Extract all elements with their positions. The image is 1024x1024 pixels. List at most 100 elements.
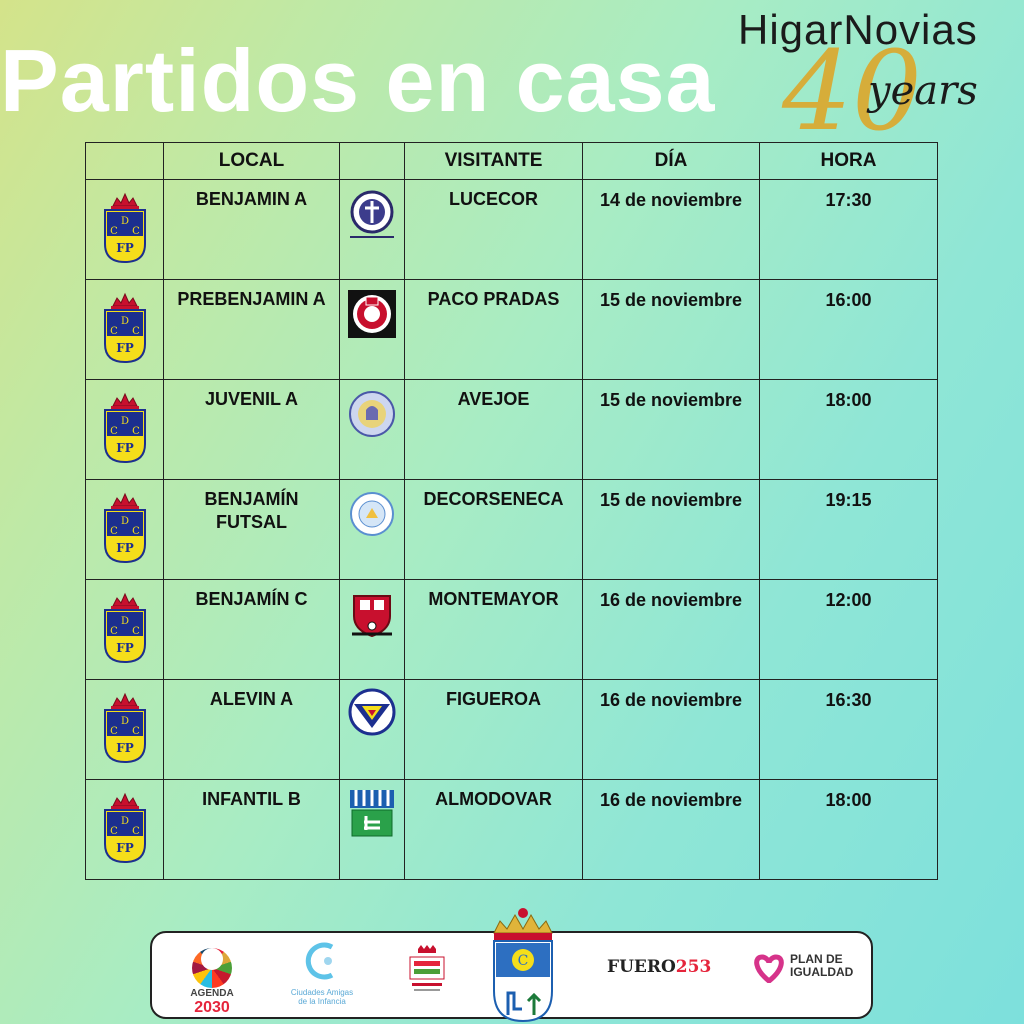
home-crest-cell: D C C FP: [85, 279, 164, 380]
home-crest-cell: D C C FP: [85, 579, 164, 680]
match-time: 18:00: [759, 779, 938, 880]
home-crest-cell: D C C FP: [85, 179, 164, 280]
cdfp-crest-icon: D C C FP: [103, 492, 146, 564]
table-row: D C C FP PREBENJAMIN A PACO PRADAS 15 de…: [85, 279, 938, 380]
match-day: 16 de noviembre: [582, 679, 760, 780]
svg-text:FP: FP: [116, 541, 134, 555]
local-team: PREBENJAMIN A: [163, 279, 340, 380]
table-row: D C C FP BENJAMIN A LUCECOR 14 de noviem…: [85, 179, 938, 280]
brand-years: years: [868, 68, 978, 114]
header-hora: HORA: [759, 142, 938, 180]
local-team: ALEVIN A: [163, 679, 340, 780]
svg-text:FP: FP: [116, 341, 134, 355]
match-time: 18:00: [759, 379, 938, 480]
home-crest-cell: D C C FP: [85, 779, 164, 880]
svg-text:C: C: [132, 526, 140, 537]
cdfp-crest-icon: D C C FP: [103, 692, 146, 764]
avejoe-crest-icon: [340, 388, 404, 440]
cdfp-crest-icon: D C C FP: [103, 592, 146, 664]
svg-text:C: C: [132, 326, 140, 337]
local-team: BENJAMIN A: [163, 179, 340, 280]
visitor-team: DECORSENECA: [404, 479, 583, 580]
svg-text:C: C: [110, 226, 118, 237]
local-team: INFANTIL B: [163, 779, 340, 880]
svg-text:C: C: [110, 526, 118, 537]
visitor-crest-cell: [339, 779, 405, 880]
table-row: D C C FP INFANTIL B ALMODOVAR 16 de novi…: [85, 779, 938, 880]
visitor-team: MONTEMAYOR: [404, 579, 583, 680]
match-day: 15 de noviembre: [582, 379, 760, 480]
decorseneca-crest-icon: [340, 488, 404, 540]
match-time: 17:30: [759, 179, 938, 280]
plan-igualdad-logo: PLAN DE IGUALDAD: [752, 953, 853, 983]
header-visitante: VISITANTE: [404, 142, 583, 180]
visitor-team: FIGUEROA: [404, 679, 583, 780]
figueroa-crest-icon: [340, 688, 404, 740]
visitor-crest-cell: [339, 179, 405, 280]
svg-text:D: D: [120, 516, 128, 527]
svg-text:D: D: [120, 716, 128, 727]
brand-name: HigarNovias: [738, 6, 978, 53]
svg-text:C: C: [132, 826, 140, 837]
brand-logo: 40 HigarNovias years: [738, 6, 1020, 146]
local-team: BENJAMÍN C: [163, 579, 340, 680]
table-row: D C C FP BENJAMÍN FUTSAL DECORSENECA 15 …: [85, 479, 938, 580]
svg-text:C: C: [132, 426, 140, 437]
lucecor-crest-icon: [340, 188, 404, 240]
ciudades-swirl-icon: [305, 942, 334, 980]
visitor-crest-cell: [339, 579, 405, 680]
sdg-wheel-icon: [192, 948, 232, 988]
home-crest-cell: D C C FP: [85, 379, 164, 480]
anniversary-logo: [402, 943, 452, 1004]
svg-text:D: D: [120, 216, 128, 227]
match-day: 15 de noviembre: [582, 279, 760, 380]
match-time: 16:30: [759, 679, 938, 780]
svg-text:FP: FP: [116, 241, 134, 255]
local-team: BENJAMÍN FUTSAL: [163, 479, 340, 580]
cdfp-crest-icon: D C C FP: [103, 392, 146, 464]
fuero-253-logo: FUERO253: [607, 957, 712, 977]
visitor-team: LUCECOR: [404, 179, 583, 280]
visitor-team: ALMODOVAR: [404, 779, 583, 880]
table-row: D C C FP BENJAMÍN C MONTEMAYOR 16 de nov…: [85, 579, 938, 680]
match-day: 15 de noviembre: [582, 479, 760, 580]
svg-text:C: C: [132, 626, 140, 637]
agenda-2030-logo: AGENDA 2030: [182, 939, 242, 1017]
visitor-team: AVEJOE: [404, 379, 583, 480]
table-header-row: LOCAL VISITANTE DÍA HORA: [85, 142, 938, 180]
cdfp-crest-icon: D C C FP: [103, 192, 146, 264]
match-time: 19:15: [759, 479, 938, 580]
match-day: 16 de noviembre: [582, 579, 760, 680]
svg-text:C: C: [110, 826, 118, 837]
equality-heart-icon: [754, 954, 784, 983]
svg-text:C: C: [110, 626, 118, 637]
header-dia: DÍA: [582, 142, 760, 180]
page-title: Partidos en casa: [0, 31, 716, 130]
match-time: 12:00: [759, 579, 938, 680]
cdfp-crest-icon: D C C FP: [103, 292, 146, 364]
svg-text:C: C: [132, 726, 140, 737]
visitor-crest-cell: [339, 279, 405, 380]
svg-text:C: C: [110, 326, 118, 337]
council-coat-of-arms-icon: C: [493, 908, 553, 1023]
home-crest-cell: D C C FP: [85, 479, 164, 580]
visitor-crest-cell: [339, 679, 405, 780]
svg-text:FP: FP: [116, 841, 134, 855]
header-home-crest: [85, 142, 164, 180]
cdfp-crest-icon: D C C FP: [103, 792, 146, 864]
paco-pradas-crest-icon: [340, 288, 404, 340]
local-team: JUVENIL A: [163, 379, 340, 480]
anniversary-253-icon: [409, 945, 445, 991]
svg-text:FP: FP: [116, 441, 134, 455]
visitor-team: PACO PRADAS: [404, 279, 583, 380]
svg-text:C: C: [518, 953, 529, 969]
svg-text:FP: FP: [116, 741, 134, 755]
match-schedule-table: LOCAL VISITANTE DÍA HORA D C C FP BENJAM…: [85, 142, 938, 880]
svg-text:C: C: [110, 426, 118, 437]
svg-text:D: D: [120, 616, 128, 627]
montemayor-crest-icon: [340, 588, 404, 640]
home-crest-cell: D C C FP: [85, 679, 164, 780]
svg-text:D: D: [120, 816, 128, 827]
svg-text:C: C: [110, 726, 118, 737]
brand-number: 40: [782, 27, 922, 155]
